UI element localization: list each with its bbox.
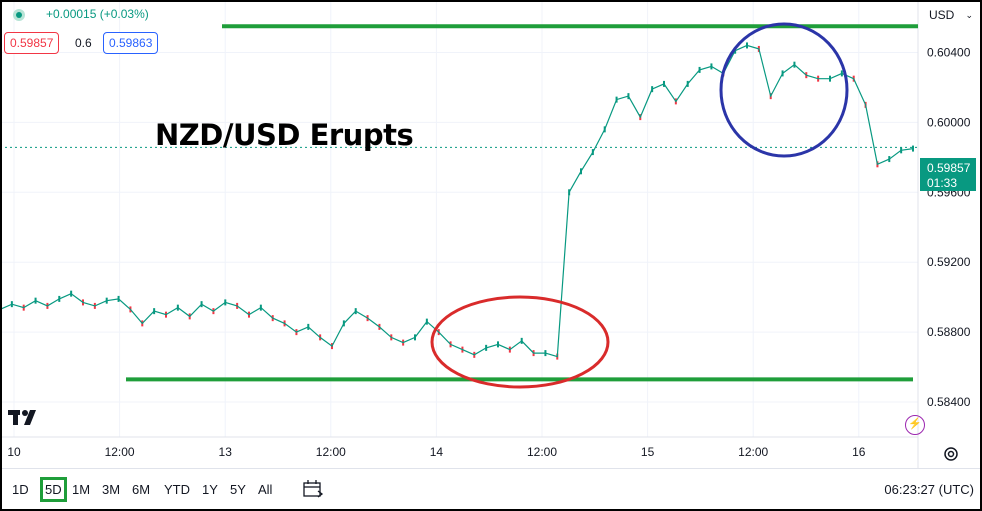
timeframe-6m[interactable]: 6M [132, 482, 151, 497]
market-status-icon [13, 9, 25, 21]
timeframe-3m[interactable]: 3M [102, 482, 121, 497]
y-tick-label: 0.60400 [927, 45, 971, 59]
timeframe-1d[interactable]: 1D [12, 482, 29, 497]
currency-label: USD [929, 8, 955, 22]
chart-annotation-title: NZD/USD Erupts [155, 118, 414, 152]
x-tick-label: 12:00 [738, 445, 768, 459]
bottom-circle-annotation [430, 295, 610, 389]
replay-icon[interactable]: ⚡ [905, 415, 925, 435]
buy-price-button[interactable]: 0.59863 [103, 32, 159, 54]
price-series-line [0, 44, 914, 358]
x-tick-label: 14 [430, 445, 444, 459]
timeframe-ytd[interactable]: YTD [164, 482, 190, 497]
x-tick-label: 12:00 [527, 445, 557, 459]
timeframe-all[interactable]: All [258, 482, 273, 497]
time-axis: 10 12:00 13 12:00 14 12:00 15 12:00 16 [7, 445, 865, 459]
y-tick-label: 0.58400 [927, 395, 971, 409]
spread-value: 0.6 [75, 36, 92, 50]
timeframe-5d[interactable]: 5D [40, 477, 67, 502]
current-price-label: 0.59857 01:33 [920, 158, 976, 191]
price-chart[interactable]: 0.604000.600000.596000.592000.588000.584… [0, 0, 982, 468]
timeframe-1m[interactable]: 1M [72, 482, 91, 497]
current-price-countdown: 01:33 [927, 176, 957, 190]
x-tick-label: 16 [852, 445, 866, 459]
gear-icon[interactable] [942, 445, 960, 463]
chevron-down-icon: ⌄ [965, 10, 973, 20]
top-circle-annotation [719, 22, 849, 158]
tradingview-logo[interactable] [8, 408, 42, 428]
currency-selector[interactable]: USD ⌄ [925, 5, 977, 27]
x-tick-label: 10 [7, 445, 21, 459]
y-tick-label: 0.60000 [927, 115, 971, 129]
chart-grid [0, 0, 918, 437]
timeframe-1y[interactable]: 1Y [202, 482, 218, 497]
price-axis: 0.604000.600000.596000.592000.588000.584… [927, 45, 971, 409]
candle [912, 145, 914, 152]
calendar-icon[interactable] [302, 479, 324, 499]
x-tick-label: 13 [219, 445, 233, 459]
price-change: +0.00015 (+0.03%) [46, 7, 149, 21]
sell-price-button[interactable]: 0.59857 [4, 32, 60, 54]
utc-clock[interactable]: 06:23:27 (UTC) [884, 482, 974, 497]
current-price-value: 0.59857 [927, 161, 971, 175]
x-tick-label: 12:00 [316, 445, 346, 459]
y-tick-label: 0.58800 [927, 325, 971, 339]
x-tick-label: 12:00 [105, 445, 135, 459]
timeframe-5y[interactable]: 5Y [230, 482, 246, 497]
y-tick-label: 0.59200 [927, 255, 971, 269]
x-tick-label: 15 [641, 445, 655, 459]
bottom-toolbar: 1D 5D 1M 3M 6M YTD 1Y 5Y All 06:23:27 (UTC) [2, 468, 980, 509]
